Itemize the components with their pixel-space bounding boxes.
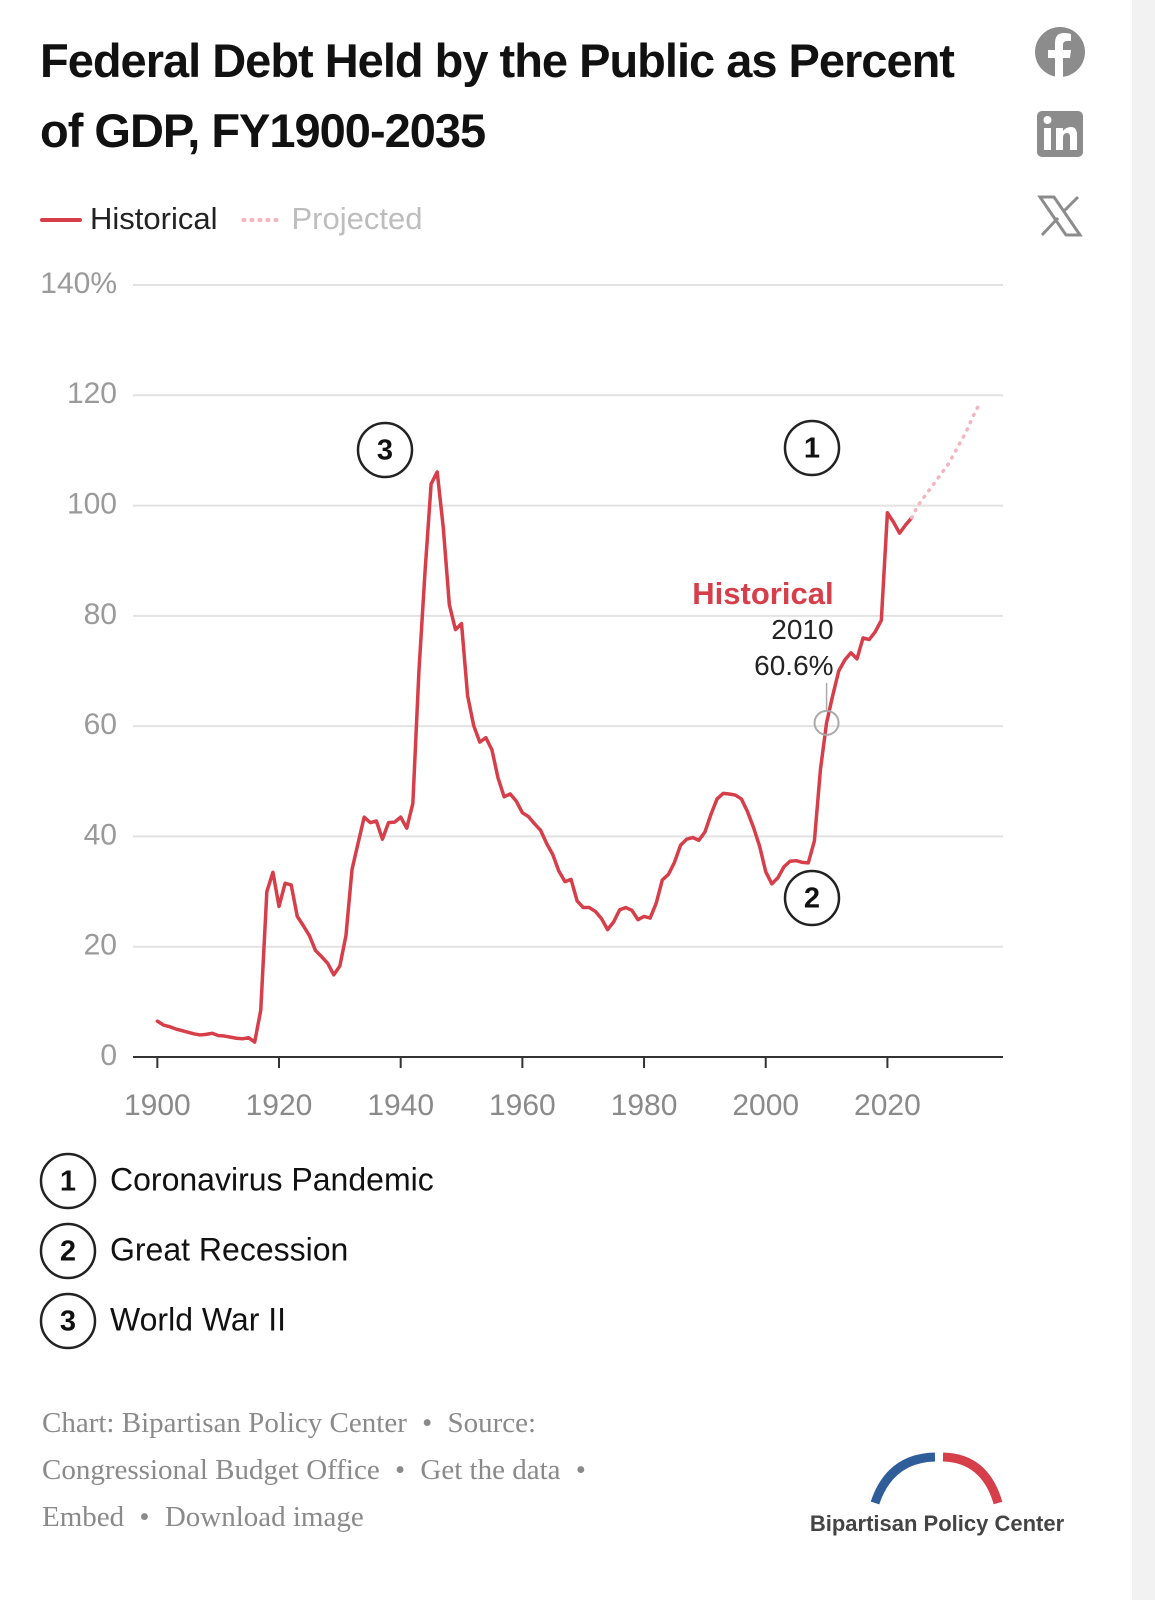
note-marker (356, 421, 414, 479)
x-tick-label: 1900 (124, 1089, 191, 1122)
x-tick-label: 1940 (367, 1089, 434, 1122)
y-tick-label: 40 (84, 818, 117, 851)
y-tick-label: 80 (84, 598, 117, 631)
note-label: World War II (110, 1301, 286, 1337)
note-marker-number: 1 (804, 433, 820, 465)
footer: Chart: Bipartisan Policy Center • Source… (42, 1400, 682, 1541)
y-tick-label: 60 (84, 708, 117, 741)
side-strip (1132, 0, 1155, 1600)
x-tick-label: 1960 (489, 1089, 556, 1122)
chart-title: Federal Debt Held by the Public as Perce… (40, 34, 955, 157)
x-tick-label: 2020 (854, 1089, 921, 1122)
footer-separator: • (394, 1454, 406, 1486)
legend-item: Historical (40, 201, 217, 236)
note-badge-number: 1 (60, 1166, 76, 1198)
note-badge-number: 3 (60, 1306, 76, 1338)
note-badge (39, 1292, 97, 1350)
note-marker (783, 869, 841, 927)
annotation-point (813, 709, 840, 736)
y-tick-label: 140% (40, 267, 117, 300)
footer-link[interactable]: Download image (164, 1501, 364, 1533)
logo-mark (870, 1452, 1003, 1505)
x-tick-label: 1980 (611, 1089, 678, 1122)
footer-credit: Source: Congressional Budget Office (42, 1407, 537, 1486)
note-badge (39, 1222, 97, 1280)
series-line (155, 470, 914, 1044)
note-label: Great Recession (110, 1231, 348, 1267)
legend-label: Historical (90, 201, 217, 236)
footer-separator: • (422, 1407, 433, 1439)
note-marker (783, 419, 841, 477)
footer-separator: • (139, 1501, 150, 1533)
y-tick-label: 100 (67, 487, 117, 520)
x-tick-label: 1920 (246, 1089, 313, 1122)
annotation-x: 2010 (771, 614, 833, 645)
note-marker-number: 3 (377, 435, 393, 467)
y-tick-label: 120 (67, 377, 117, 410)
legend-item: Projected (241, 201, 422, 236)
note-badge (39, 1152, 97, 1210)
footer-link[interactable]: Get the data (420, 1454, 561, 1486)
legend-label: Projected (291, 201, 422, 236)
series-line (909, 403, 981, 520)
footer-link[interactable]: Embed (42, 1501, 125, 1533)
y-tick-label: 20 (84, 929, 117, 962)
annotation-title: Historical (692, 576, 833, 611)
annotation-value: 60.6% (754, 650, 833, 681)
facebook-icon[interactable] (1035, 27, 1085, 77)
x-tick-label: 2000 (732, 1089, 799, 1122)
linkedin-icon[interactable] (1037, 111, 1083, 157)
footer-credit: Chart: Bipartisan Policy Center (42, 1407, 407, 1439)
note-label: Coronavirus Pandemic (110, 1161, 434, 1197)
logo-text: Bipartisan Policy Center (810, 1511, 1065, 1536)
note-marker-number: 2 (804, 883, 820, 915)
x-icon[interactable] (1037, 195, 1083, 237)
note-badge-number: 2 (60, 1236, 76, 1268)
y-tick-label: 0 (100, 1039, 117, 1072)
footer-separator: • (575, 1454, 586, 1486)
